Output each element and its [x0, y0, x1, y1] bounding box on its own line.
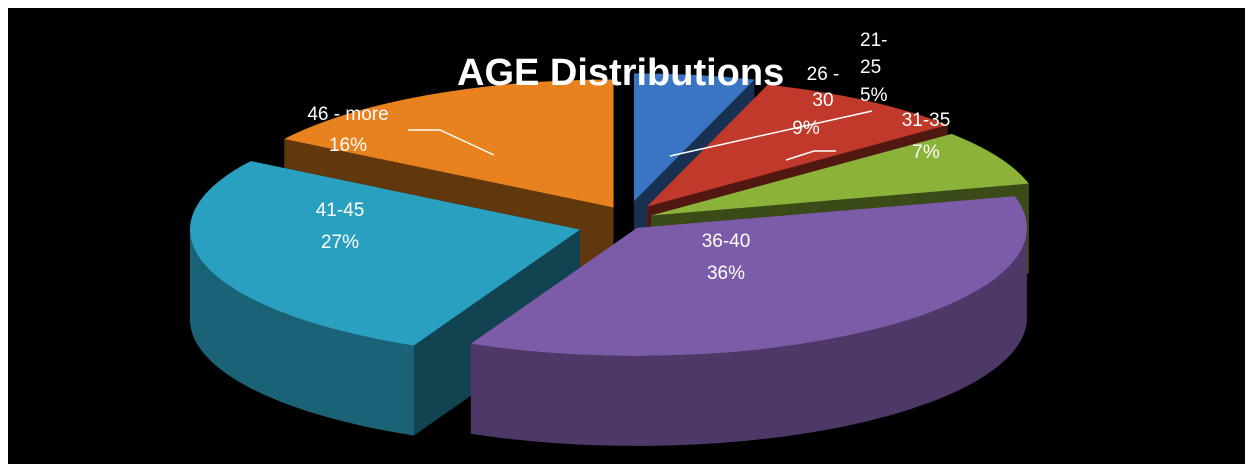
leader-line-6	[408, 129, 495, 156]
data-label-4: 36-40 36%	[702, 231, 751, 284]
pie-slice-3-top	[651, 133, 1029, 216]
chart-title: AGE Distributions	[457, 52, 784, 94]
data-label-1-line-2: 25	[860, 57, 881, 78]
pie-slice-6-top	[284, 79, 614, 208]
pie-slice-4-top	[470, 196, 1027, 356]
data-label-2: 26 - 30 9%	[792, 64, 839, 139]
pie-slice-4	[470, 196, 1027, 446]
data-label-6: 46 - more 16%	[307, 104, 388, 156]
pie-slice-5-top	[189, 161, 580, 346]
leader-line-2	[785, 150, 836, 161]
pie-slice-5-side-1	[189, 229, 414, 436]
data-label-2-line-1: 26 -	[807, 64, 840, 85]
data-label-3: 31-35 7%	[902, 110, 951, 163]
data-label-1: 21- 25 5%	[860, 30, 888, 106]
data-label-5: 41-45 27%	[316, 200, 365, 253]
data-label-6-line-2: 16%	[329, 135, 367, 156]
pie-slice-1-top	[633, 73, 755, 202]
data-label-4-line-2: 36%	[707, 263, 745, 284]
leader-line-1	[669, 110, 873, 157]
pie-slice-4-side-1	[470, 227, 1027, 446]
data-label-1-line-1: 21-	[860, 30, 887, 51]
data-label-3-line-2: 7%	[912, 142, 940, 163]
data-label-3-line-1: 31-35	[902, 110, 951, 131]
data-label-5-line-2: 27%	[321, 232, 359, 253]
data-label-1-line-3: 5%	[860, 85, 888, 106]
data-label-6-line-1: 46 - more	[307, 104, 388, 125]
data-label-2-line-3: 9%	[792, 118, 820, 139]
pie-chart: 21- 25 5% 26 - 30 9% 31-35 7% 36-40 36% 41-45 27% 46…	[189, 30, 1029, 446]
data-label-5-line-1: 41-45	[316, 200, 365, 221]
pie-slice-2-top	[647, 84, 948, 207]
data-label-2-line-2: 30	[812, 90, 833, 111]
data-label-4-line-1: 36-40	[702, 231, 751, 252]
chart-area: 21- 25 5% 26 - 30 9% 31-35 7% 36-40 36% 41-45 27% 46…	[8, 8, 1245, 464]
pie-slice-5	[189, 161, 580, 436]
